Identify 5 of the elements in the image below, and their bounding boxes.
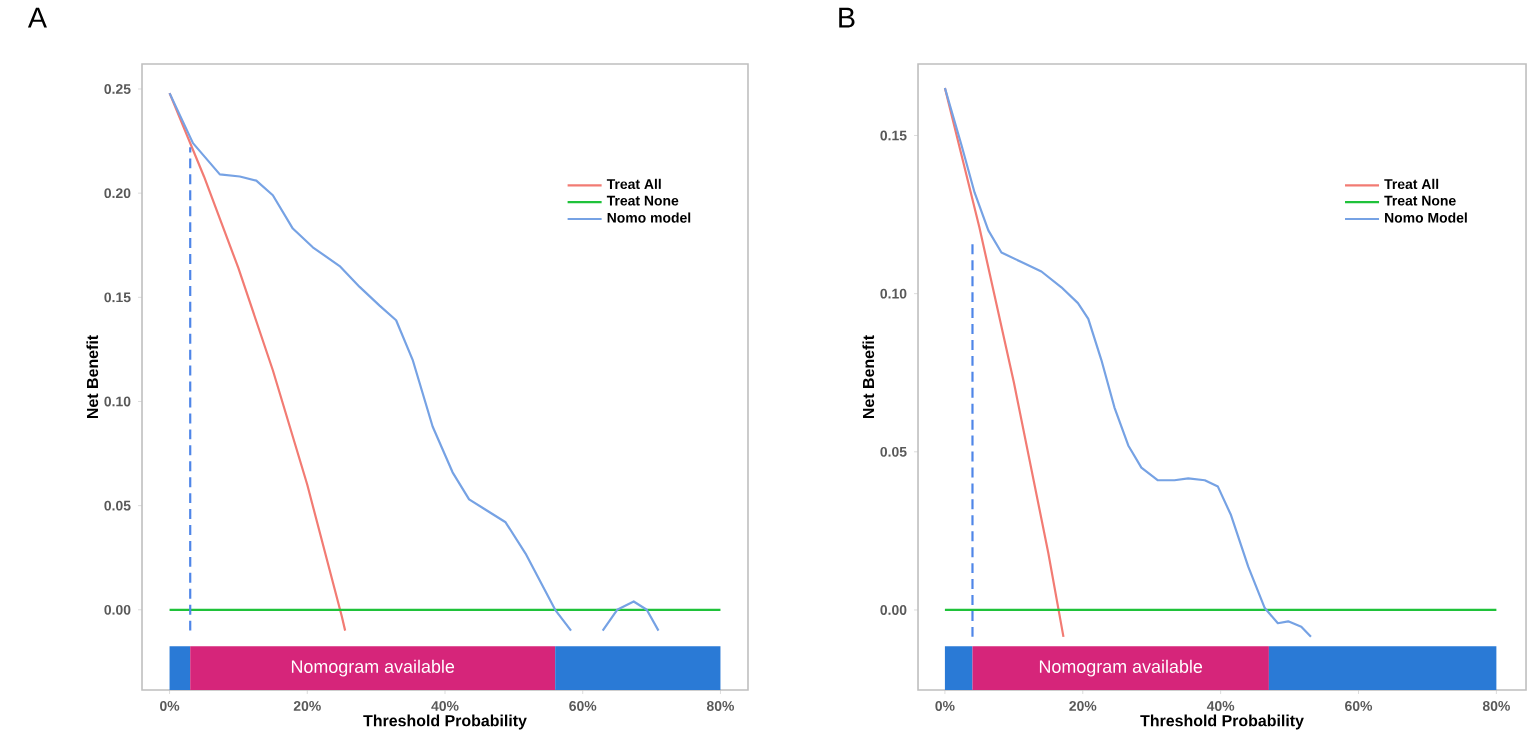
chart-title: B bbox=[839, 7, 855, 28]
band-label: Nomogram available bbox=[291, 659, 455, 677]
chart-title: A bbox=[27, 7, 47, 28]
line-series bbox=[943, 86, 1313, 638]
band-label: Nomogram available bbox=[1039, 659, 1203, 677]
